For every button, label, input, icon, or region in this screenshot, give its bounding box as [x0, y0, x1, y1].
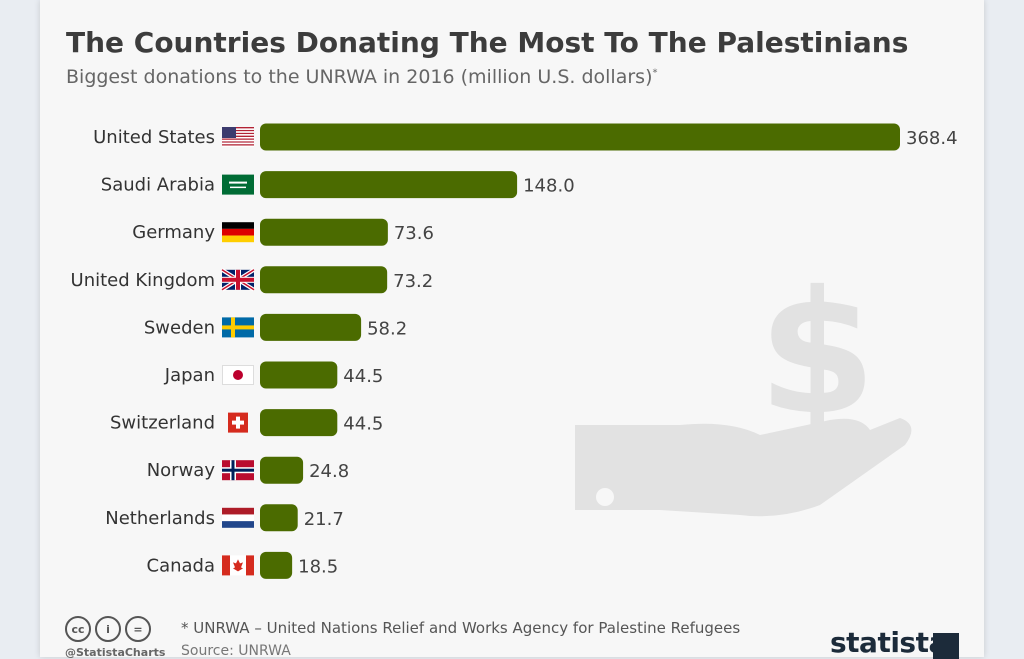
- svg-text:$: $: [758, 255, 876, 453]
- bar: [260, 551, 293, 579]
- saudi-arabia-flag-icon: [222, 174, 254, 195]
- license-icons: cc i =: [65, 616, 151, 642]
- category-label: United States: [93, 127, 215, 148]
- chart-subtitle: Biggest donations to the UNRWA in 2016 (…: [66, 66, 966, 88]
- footnote: * UNRWA – United Nations Relief and Work…: [181, 619, 741, 637]
- money-hand-icon: $: [575, 255, 912, 517]
- value-label: 44.5: [343, 414, 383, 435]
- chart-card: The Countries Donating The Most To The P…: [40, 0, 984, 659]
- bar: [260, 266, 388, 294]
- switzerland-flag-icon: [228, 412, 248, 433]
- category-label: Canada: [147, 555, 216, 576]
- no-derivatives-icon: =: [125, 616, 151, 642]
- japan-flag-icon: [222, 365, 254, 385]
- value-label: 24.8: [309, 461, 349, 482]
- bar: [260, 171, 518, 199]
- value-label: 73.2: [393, 271, 433, 292]
- value-label: 73.6: [394, 223, 434, 244]
- norway-flag-icon: [222, 460, 254, 481]
- category-label: Sweden: [144, 317, 215, 338]
- bar: [260, 313, 362, 341]
- bar: [260, 409, 338, 437]
- uk-flag-icon: [220, 268, 256, 292]
- bar: [260, 123, 900, 151]
- attribution-icon: i: [95, 616, 121, 642]
- bar-chart: $ United States 368.4 Saudi Arabia 148.0 Ger…: [71, 123, 958, 579]
- subtitle-footnote-mark: *: [652, 67, 658, 79]
- value-label: 44.5: [343, 366, 383, 387]
- canada-flag-icon: [222, 555, 254, 576]
- bar: [260, 504, 298, 532]
- category-label: Switzerland: [110, 413, 215, 434]
- value-label: 21.7: [304, 509, 344, 530]
- category-label: Norway: [147, 460, 216, 481]
- bar: [260, 456, 304, 484]
- value-label: 18.5: [298, 556, 338, 577]
- category-label: United Kingdom: [71, 270, 215, 291]
- value-label: 148.0: [523, 176, 575, 197]
- category-label: Netherlands: [105, 508, 215, 529]
- cc-icon: cc: [65, 616, 91, 642]
- source-note: Source: UNRWA: [181, 643, 291, 659]
- value-label: 368.4: [906, 128, 958, 149]
- category-label: Germany: [132, 222, 215, 243]
- netherlands-flag-icon: [222, 507, 254, 528]
- bar: [260, 361, 338, 389]
- category-label: Japan: [164, 365, 215, 386]
- statista-logo-icon: [933, 633, 959, 659]
- sweden-flag-icon: [222, 317, 254, 338]
- subtitle-text: Biggest donations to the UNRWA in 2016 (…: [66, 66, 653, 88]
- statista-logo[interactable]: statista: [830, 626, 947, 659]
- germany-flag-icon: [222, 222, 254, 243]
- bar: [260, 218, 388, 246]
- chart-title: The Countries Donating The Most To The P…: [66, 26, 909, 59]
- category-label: Saudi Arabia: [101, 175, 215, 196]
- value-label: 58.2: [367, 318, 407, 339]
- us-flag-icon: [222, 127, 254, 147]
- statista-handle[interactable]: @StatistaCharts: [65, 646, 166, 659]
